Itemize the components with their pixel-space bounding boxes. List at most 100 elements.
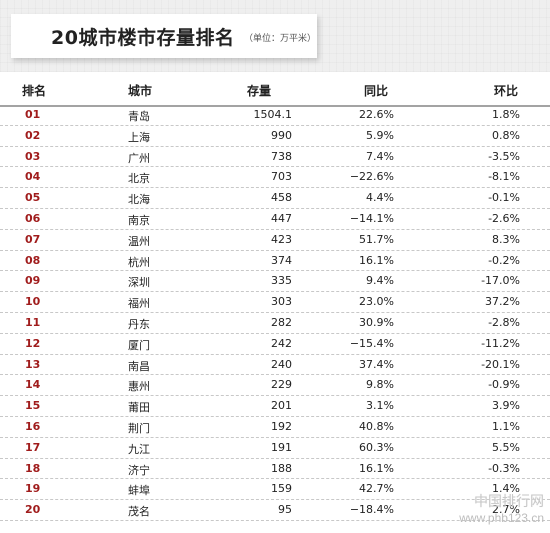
header-rank: 排名 bbox=[22, 84, 47, 98]
rank-cell: 17 bbox=[25, 440, 41, 454]
yoy-cell: −15.4% bbox=[349, 336, 394, 350]
yoy-cell: 60.3% bbox=[359, 440, 394, 454]
mom-cell: 0.8% bbox=[492, 128, 520, 142]
mom-cell: 1.4% bbox=[492, 482, 520, 496]
city-cell: 南京 bbox=[128, 213, 150, 227]
stock-cell: 191 bbox=[271, 440, 292, 454]
table-row: 16 荆门 192 40.8% 1.1% bbox=[0, 417, 550, 438]
city-cell: 丹东 bbox=[128, 317, 150, 331]
city-cell: 北京 bbox=[128, 172, 150, 186]
city-cell: 上海 bbox=[128, 130, 150, 144]
rank-cell: 05 bbox=[25, 191, 41, 205]
table-row: 04 北京 703 −22.6% -8.1% bbox=[0, 167, 550, 189]
rank-cell: 12 bbox=[25, 336, 41, 350]
header-yoy: 同比 bbox=[364, 84, 389, 98]
yoy-cell: 22.6% bbox=[359, 108, 394, 121]
rank-cell: 15 bbox=[25, 399, 41, 413]
yoy-cell: 40.8% bbox=[359, 419, 394, 433]
stock-cell: 1504.1 bbox=[253, 108, 293, 121]
stock-cell: 447 bbox=[271, 211, 292, 225]
mom-cell: -0.3% bbox=[488, 461, 520, 475]
city-cell: 北海 bbox=[128, 193, 150, 207]
rank-cell: 04 bbox=[25, 170, 41, 184]
mom-cell: -11.2% bbox=[481, 336, 520, 350]
city-cell: 深圳 bbox=[128, 276, 150, 290]
table-row: 08 杭州 374 16.1% -0.2% bbox=[0, 251, 550, 272]
table-row: 14 惠州 229 9.8% -0.9% bbox=[0, 375, 550, 397]
rank-cell: 13 bbox=[25, 357, 41, 371]
city-cell: 青岛 bbox=[128, 110, 150, 123]
table-row: 03 广州 738 7.4% -3.5% bbox=[0, 147, 550, 168]
rank-cell: 14 bbox=[25, 378, 41, 392]
table-row: 01 青岛 1504.1 22.6% 1.8% bbox=[0, 105, 550, 126]
table-row: 17 九江 191 60.3% 5.5% bbox=[0, 438, 550, 459]
city-cell: 九江 bbox=[128, 442, 150, 456]
rank-cell: 06 bbox=[25, 211, 41, 225]
mom-cell: 2.7% bbox=[492, 503, 520, 517]
header-mom: 环比 bbox=[494, 84, 519, 98]
yoy-cell: 9.8% bbox=[366, 378, 394, 392]
title-banner: 20城市楼市存量排名 （单位：万平米） bbox=[0, 0, 550, 72]
yoy-cell: 7.4% bbox=[366, 149, 394, 163]
stock-cell: 990 bbox=[271, 128, 292, 142]
city-cell: 厦门 bbox=[128, 338, 150, 352]
yoy-cell: −18.4% bbox=[349, 503, 394, 517]
city-cell: 温州 bbox=[128, 234, 150, 248]
mom-cell: -3.5% bbox=[488, 149, 520, 163]
stock-cell: 229 bbox=[271, 378, 292, 392]
rank-cell: 07 bbox=[25, 232, 41, 246]
rank-cell: 18 bbox=[25, 461, 41, 475]
mom-cell: 1.8% bbox=[492, 108, 520, 121]
stock-cell: 374 bbox=[271, 253, 292, 267]
watermark: 中国排行网 www.phb123.cn bbox=[414, 491, 544, 529]
rank-cell: 08 bbox=[25, 253, 41, 267]
mom-cell: -2.8% bbox=[488, 315, 520, 329]
table-row: 07 温州 423 51.7% 8.3% bbox=[0, 230, 550, 251]
table-row: 11 丹东 282 30.9% -2.8% bbox=[0, 313, 550, 334]
yoy-cell: 30.9% bbox=[359, 315, 394, 329]
stock-cell: 303 bbox=[271, 295, 292, 309]
stock-cell: 703 bbox=[271, 170, 292, 184]
title-box: 20城市楼市存量排名 （单位：万平米） bbox=[11, 14, 317, 58]
city-cell: 惠州 bbox=[128, 380, 150, 394]
table-row: 02 上海 990 5.9% 0.8% bbox=[0, 126, 550, 147]
table-row: 05 北海 458 4.4% -0.1% bbox=[0, 188, 550, 209]
table-row: 20 茂名 95 −18.4% 2.7% bbox=[0, 500, 550, 521]
table-row: 19 蚌埠 159 42.7% 1.4% bbox=[0, 479, 550, 501]
stock-cell: 95 bbox=[278, 503, 292, 517]
header-city: 城市 bbox=[128, 84, 153, 98]
mom-cell: -0.9% bbox=[488, 378, 520, 392]
city-cell: 莆田 bbox=[128, 401, 150, 415]
rank-cell: 20 bbox=[25, 503, 41, 517]
stock-cell: 458 bbox=[271, 191, 292, 205]
city-cell: 荆门 bbox=[128, 421, 150, 435]
table-row: 09 深圳 335 9.4% -17.0% bbox=[0, 271, 550, 293]
table-row: 06 南京 447 −14.1% -2.6% bbox=[0, 209, 550, 230]
stock-cell: 192 bbox=[271, 419, 292, 433]
yoy-cell: 3.1% bbox=[366, 399, 394, 413]
mom-cell: 37.2% bbox=[485, 295, 520, 309]
yoy-cell: 23.0% bbox=[359, 295, 394, 309]
yoy-cell: −22.6% bbox=[349, 170, 394, 184]
mom-cell: -17.0% bbox=[481, 274, 520, 288]
stock-cell: 242 bbox=[271, 336, 292, 350]
stock-cell: 282 bbox=[271, 315, 292, 329]
rank-cell: 01 bbox=[25, 108, 41, 121]
city-cell: 蚌埠 bbox=[128, 484, 150, 498]
yoy-cell: 5.9% bbox=[366, 128, 394, 142]
yoy-cell: 4.4% bbox=[366, 191, 394, 205]
rank-cell: 11 bbox=[25, 315, 41, 329]
mom-cell: -8.1% bbox=[488, 170, 520, 184]
yoy-cell: 37.4% bbox=[359, 357, 394, 371]
mom-cell: -0.2% bbox=[488, 253, 520, 267]
mom-cell: -0.1% bbox=[488, 191, 520, 205]
mom-cell: 3.9% bbox=[492, 399, 520, 413]
mom-cell: -20.1% bbox=[481, 357, 520, 371]
table-row: 18 济宁 188 16.1% -0.3% bbox=[0, 459, 550, 480]
rank-cell: 03 bbox=[25, 149, 41, 163]
stock-cell: 423 bbox=[271, 232, 292, 246]
rank-cell: 09 bbox=[25, 274, 41, 288]
table-body: 01 青岛 1504.1 22.6% 1.8% 02 上海 990 5.9% 0.8% 03 广州 73… bbox=[0, 105, 550, 521]
yoy-cell: 16.1% bbox=[359, 253, 394, 267]
header-stock: 存量 bbox=[247, 84, 272, 98]
